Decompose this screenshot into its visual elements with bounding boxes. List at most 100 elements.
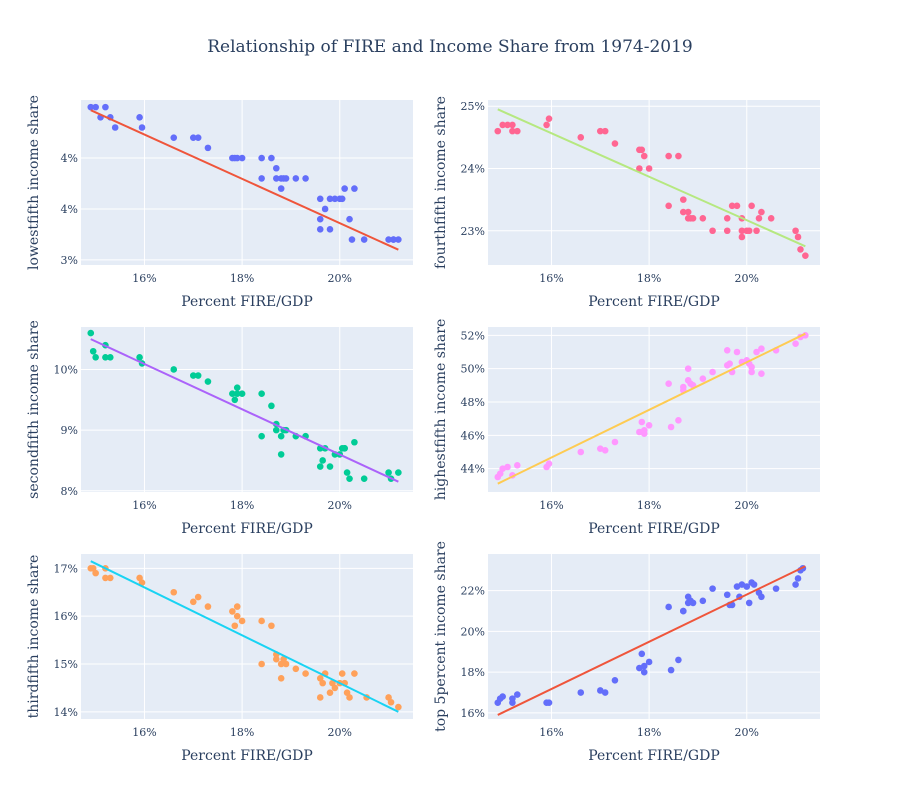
data-point — [758, 593, 765, 601]
x-axis-title: Percent FIRE/GDP — [588, 294, 720, 310]
data-point — [748, 202, 755, 210]
y-tick-label: 14% — [54, 706, 78, 719]
data-point — [204, 603, 212, 610]
data-point — [231, 396, 239, 404]
y-tick-label: 4% — [61, 152, 78, 165]
data-point — [509, 121, 516, 129]
data-point — [326, 226, 334, 233]
data-point — [709, 227, 716, 235]
data-point — [272, 655, 280, 663]
data-point — [106, 574, 114, 582]
data-point — [189, 372, 197, 379]
data-point — [316, 463, 324, 470]
x-tick-label: 16% — [539, 272, 563, 285]
data-point — [385, 469, 392, 476]
data-point — [499, 121, 506, 129]
data-point — [316, 195, 324, 203]
data-point — [331, 684, 339, 692]
y-tick-label: 15% — [54, 658, 78, 671]
y-tick-label: 17% — [54, 562, 78, 575]
data-point — [499, 693, 506, 700]
data-point — [601, 127, 609, 135]
data-point — [92, 103, 99, 111]
data-point — [268, 154, 275, 162]
y-axis-title: fourthfifth income share — [433, 96, 449, 269]
data-point — [667, 666, 675, 674]
subplot-grid: 16% 18% 20% 3% 4% 4% Percent FIRE/GDP lowestfif… — [26, 95, 820, 764]
plot-area — [81, 327, 413, 492]
data-point — [89, 347, 97, 355]
x-tick-label: 18% — [230, 499, 254, 512]
data-point — [767, 215, 775, 222]
x-tick-label: 20% — [735, 499, 759, 512]
data-point — [272, 175, 280, 182]
data-point — [189, 598, 197, 606]
data-point — [504, 121, 511, 129]
data-point — [326, 689, 334, 696]
data-point — [111, 124, 119, 131]
data-point — [268, 402, 275, 410]
data-point — [395, 236, 402, 243]
data-point — [316, 694, 324, 701]
data-point — [238, 154, 246, 162]
y-tick-label: 44% — [461, 463, 485, 476]
data-point — [513, 691, 521, 698]
data-point — [640, 668, 648, 676]
data-point — [302, 175, 309, 182]
data-point — [689, 215, 697, 222]
y-tick-label: 9% — [61, 424, 78, 437]
y-tick-label: 48% — [461, 396, 485, 409]
data-point — [755, 215, 763, 222]
trend-line — [90, 338, 399, 483]
data-point — [611, 438, 619, 446]
y-tick-label: 8% — [61, 485, 78, 498]
trend-line — [497, 332, 806, 485]
y-tick-label: 24% — [461, 162, 485, 175]
data-point — [665, 202, 672, 210]
data-point — [640, 662, 648, 670]
data-point — [87, 103, 95, 111]
data-point — [513, 462, 521, 469]
y-axis-title: lowestfifth income share — [26, 95, 42, 270]
data-point — [645, 422, 653, 429]
plot-area — [81, 100, 413, 265]
data-point — [360, 475, 368, 482]
x-tick-label: 16% — [539, 726, 563, 739]
data-point — [331, 195, 339, 203]
trend-line — [90, 560, 399, 713]
data-point — [92, 569, 99, 577]
data-point — [728, 202, 736, 210]
data-point — [794, 233, 802, 241]
data-point — [645, 165, 653, 172]
y-tick-label: 16% — [461, 707, 485, 720]
data-point — [723, 591, 731, 599]
y-tick-label: 23% — [461, 225, 485, 238]
data-point — [258, 154, 265, 162]
data-point — [675, 152, 682, 160]
data-point — [640, 430, 648, 437]
data-point — [679, 196, 687, 203]
x-axis-title: Percent FIRE/GDP — [181, 521, 313, 537]
data-point — [319, 457, 326, 464]
data-point — [645, 658, 653, 666]
subplot-6: 16% 18% 20% 16% 18% 20% 22% Percent FIRE/GDP top… — [433, 541, 820, 764]
data-point — [772, 585, 780, 592]
data-point — [321, 205, 329, 213]
data-point — [601, 447, 609, 454]
data-point — [351, 438, 358, 446]
data-point — [326, 195, 334, 203]
data-point — [338, 670, 346, 677]
data-point — [543, 121, 550, 129]
data-point — [194, 372, 202, 379]
data-point — [611, 676, 619, 684]
data-point — [87, 329, 95, 337]
data-point — [272, 426, 280, 434]
subplot-3: 16% 18% 20% 8% 9% 10% Percent FIRE/GDP secondfi… — [26, 320, 413, 537]
figure-title: Relationship of FIRE and Income Share fr… — [207, 37, 692, 57]
y-axis-title: top 5percent income share — [433, 541, 449, 732]
data-point — [601, 689, 609, 696]
data-point — [233, 603, 241, 610]
data-point — [102, 574, 109, 582]
data-point — [258, 617, 265, 625]
data-point — [743, 583, 751, 590]
